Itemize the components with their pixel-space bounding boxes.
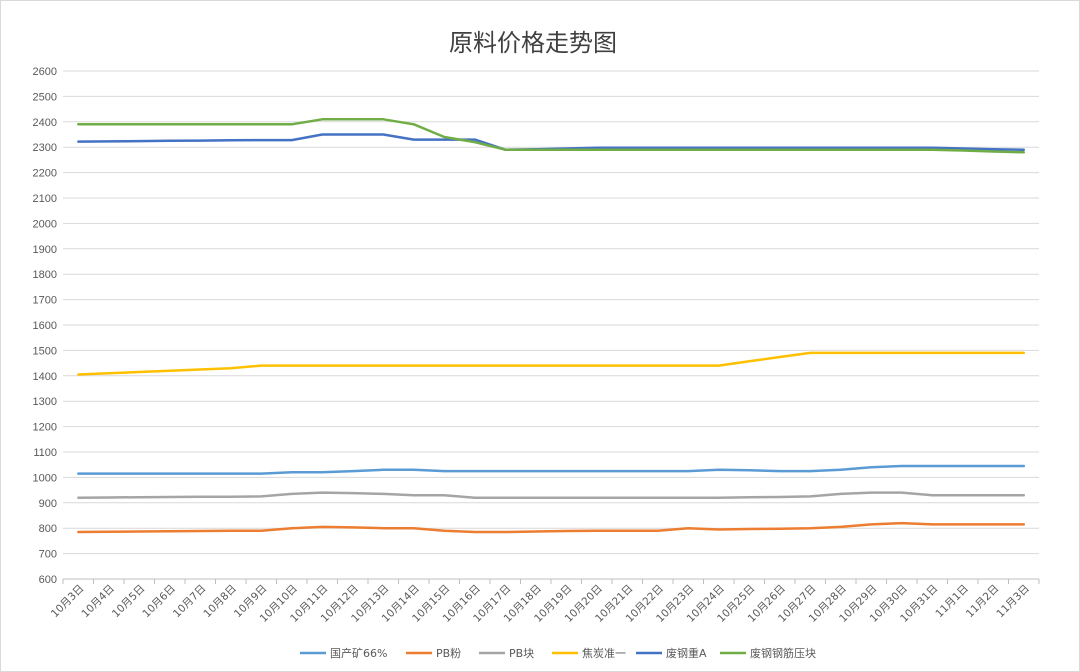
y-tick-label: 1400 bbox=[33, 371, 57, 383]
y-tick-label: 2100 bbox=[33, 193, 57, 205]
x-tick-label: 10月8日 bbox=[201, 583, 239, 621]
y-tick-label: 2300 bbox=[33, 142, 57, 154]
series-lines bbox=[77, 118, 1026, 534]
x-axis-ticks: 10月3日10月4日10月5日10月6日10月7日10月8日10月9日10月10… bbox=[49, 579, 1040, 625]
chart-title: 原料价格走势图 bbox=[449, 29, 617, 57]
y-tick-label: 1700 bbox=[33, 295, 57, 307]
y-tick-label: 1200 bbox=[33, 422, 57, 434]
legend-label-1: PB粉 bbox=[436, 647, 461, 660]
series-line-2 bbox=[77, 491, 1026, 499]
y-tick-label: 2200 bbox=[33, 168, 57, 180]
series-line-3 bbox=[77, 351, 1026, 376]
series-line-5 bbox=[77, 118, 1026, 154]
x-tick-label: 10月4日 bbox=[79, 583, 117, 621]
series-line-1 bbox=[77, 521, 1026, 534]
y-tick-label: 900 bbox=[39, 498, 57, 510]
y-tick-label: 2500 bbox=[33, 91, 57, 103]
legend: 国产矿66% PB粉 PB块 焦炭准一 废钢重A 废钢钢筋压块 bbox=[300, 646, 816, 660]
legend-label-2: PB块 bbox=[509, 647, 534, 660]
legend-label-0: 国产矿66% bbox=[330, 646, 387, 660]
y-tick-label: 1300 bbox=[33, 396, 57, 408]
y-tick-label: 700 bbox=[39, 549, 57, 561]
y-tick-label: 2600 bbox=[33, 66, 57, 78]
x-tick-label: 10月7日 bbox=[171, 583, 209, 621]
y-tick-label: 1500 bbox=[33, 345, 57, 357]
x-tick-label: 10月5日 bbox=[110, 583, 148, 621]
x-tick-label: 10月3日 bbox=[49, 583, 87, 621]
x-tick-label: 11月3日 bbox=[994, 583, 1032, 621]
y-tick-label: 800 bbox=[39, 523, 57, 535]
y-tick-label: 1100 bbox=[33, 447, 57, 459]
y-tick-label: 1800 bbox=[33, 269, 57, 281]
y-tick-label: 600 bbox=[39, 574, 57, 586]
grid-lines bbox=[63, 70, 1039, 580]
legend-label-3: 焦炭准一 bbox=[582, 647, 626, 660]
legend-label-5: 废钢钢筋压块 bbox=[750, 646, 816, 660]
y-tick-label: 1900 bbox=[33, 244, 57, 256]
x-tick-label: 10月6日 bbox=[140, 583, 178, 621]
x-tick-label: 11月1日 bbox=[933, 583, 971, 621]
y-tick-label: 2000 bbox=[33, 218, 57, 230]
y-axis-ticks: 600 700 800 900 1000 1100 1200 1300 1400 1500 1600… bbox=[33, 66, 57, 586]
y-tick-label: 1600 bbox=[33, 320, 57, 332]
x-tick-label: 11月2日 bbox=[964, 583, 1002, 621]
y-tick-label: 2400 bbox=[33, 117, 57, 129]
legend-label-4: 废钢重A bbox=[666, 646, 707, 660]
series-line-0 bbox=[77, 464, 1026, 475]
y-tick-label: 1000 bbox=[33, 472, 57, 484]
